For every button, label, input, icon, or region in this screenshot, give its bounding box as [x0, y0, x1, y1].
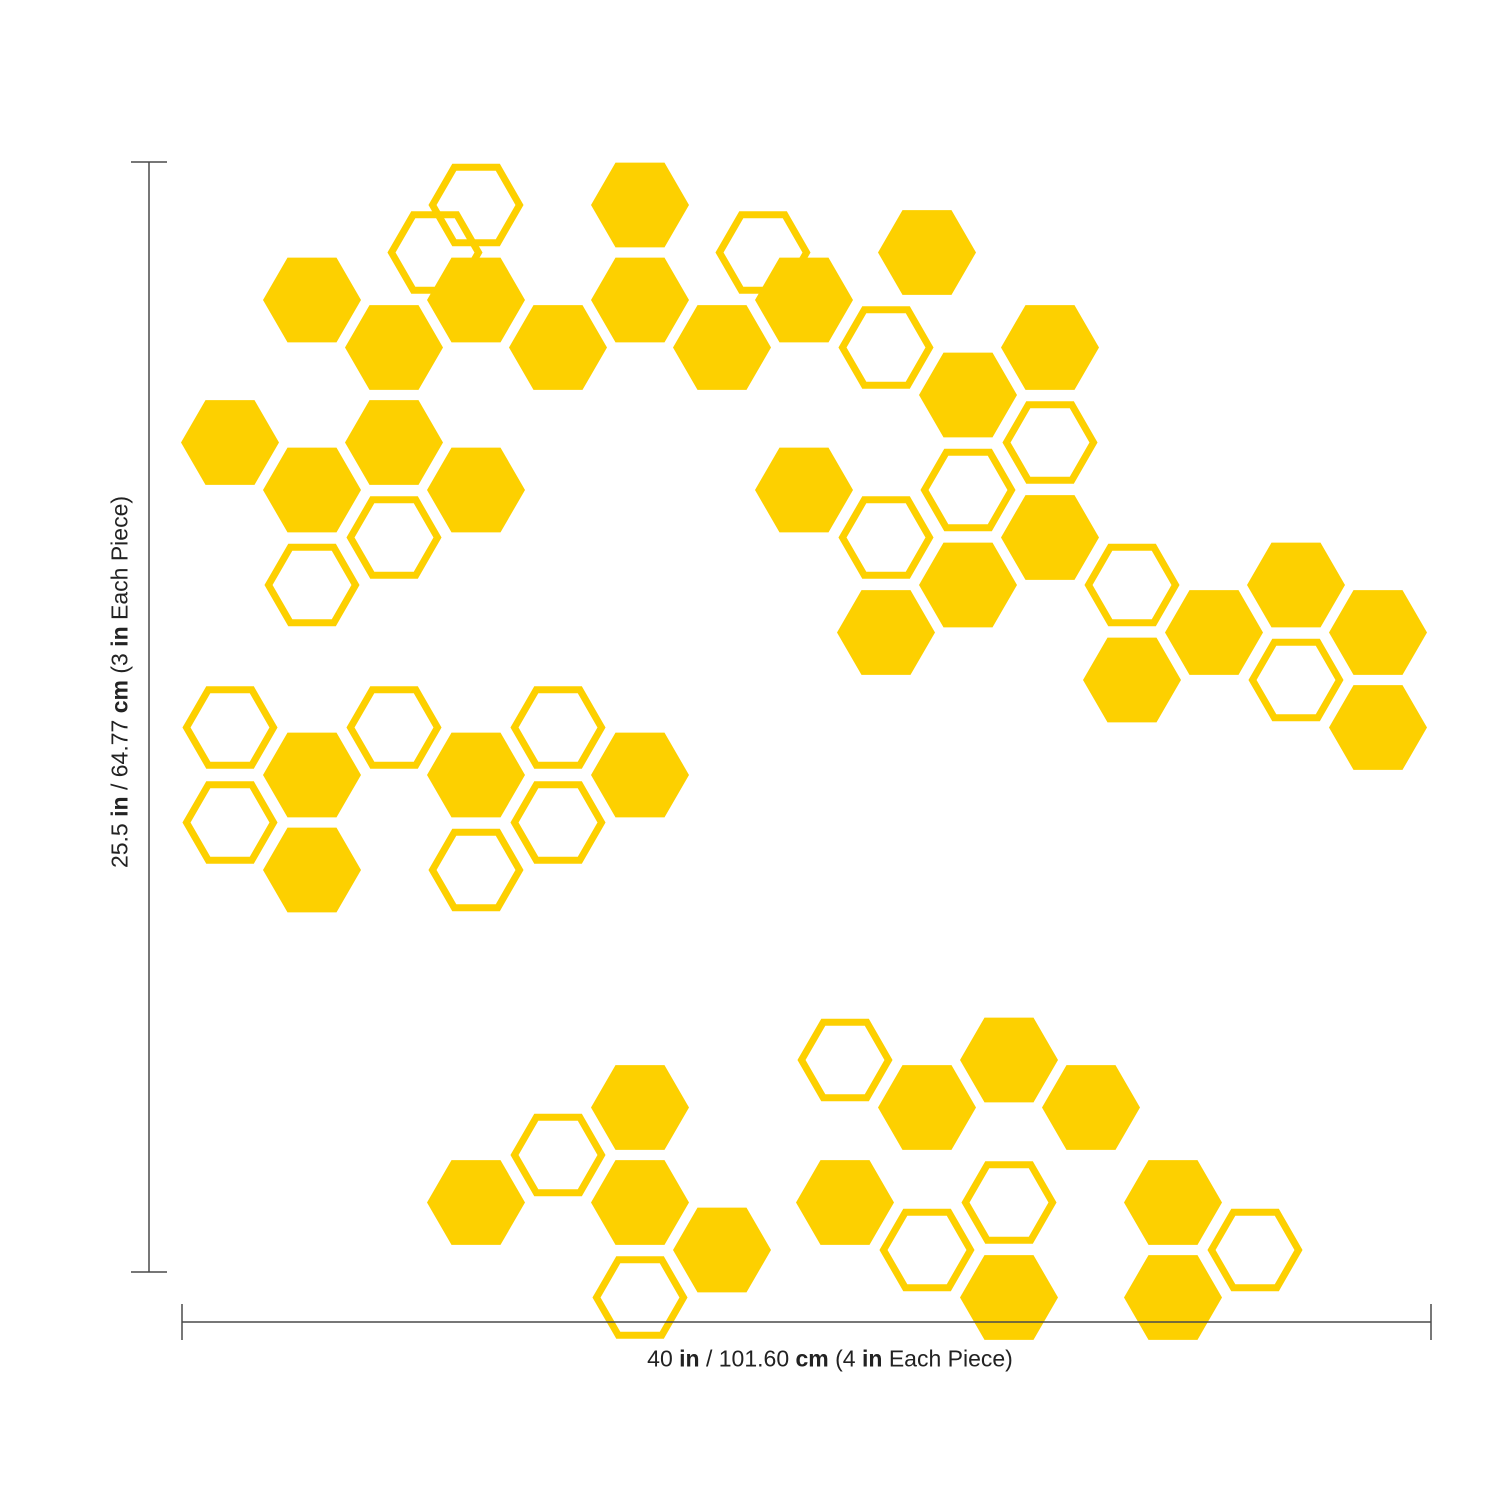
- hexagon-filled: [1124, 1255, 1222, 1340]
- height-note-unit: in: [106, 626, 133, 647]
- hexagon-outline: [346, 496, 442, 579]
- hexagon-filled: [263, 827, 361, 913]
- hexagon-filled: [427, 447, 525, 533]
- height-separator: / 64.77: [106, 713, 133, 797]
- hexagon-outline: [264, 543, 360, 627]
- height-note-close: Each Piece): [106, 495, 133, 627]
- hexagon-outline: [346, 686, 442, 769]
- height-unit-in: in: [106, 796, 133, 817]
- hexagon-outline: [879, 1208, 975, 1292]
- hexagon-outline: [1248, 638, 1344, 722]
- height-unit-cm: cm: [106, 680, 133, 714]
- hexagon-filled: [673, 1207, 771, 1293]
- height-note-open: (3: [106, 646, 133, 681]
- hexagon-filled: [755, 257, 853, 343]
- hexagon-outline: [961, 1161, 1057, 1244]
- hexagon-filled: [591, 1160, 689, 1245]
- hexagon-filled: [919, 542, 1017, 628]
- hexagon-filled: [591, 1065, 689, 1150]
- hexagon-filled: [960, 1017, 1058, 1103]
- hexagon-filled: [796, 1160, 894, 1245]
- hexagon-outline: [510, 1113, 606, 1197]
- width-unit-in: in: [679, 1345, 700, 1372]
- hexagon-filled: [263, 257, 361, 343]
- hexagon-filled: [263, 732, 361, 818]
- hexagon-outline: [182, 686, 278, 769]
- hexagon-filled: [591, 732, 689, 818]
- hexagon-filled: [591, 162, 689, 248]
- hexagon-filled: [509, 305, 607, 390]
- hexagon-outline: [428, 828, 524, 912]
- width-dimension-label: 40 in / 101.60 cm (4 in Each Piece): [647, 1346, 1013, 1373]
- hexagon-filled: [1001, 305, 1099, 390]
- hexagon-filled: [1083, 637, 1181, 723]
- height-dimension-line: [131, 161, 167, 1273]
- width-value: 40: [647, 1345, 673, 1372]
- hexagon-outline: [838, 306, 934, 389]
- hexagon-filled: [1165, 590, 1263, 675]
- hexagon-outline: [182, 781, 278, 864]
- hexagon-outline: [920, 448, 1016, 532]
- hexagon-outline: [838, 496, 934, 579]
- hexagon-filled: [427, 257, 525, 343]
- hexagon-outline: [1002, 401, 1098, 484]
- hexagon-filled: [1247, 542, 1345, 628]
- hexagon-filled: [345, 400, 443, 485]
- hexagon-filled: [673, 305, 771, 390]
- hexagon-filled: [1329, 590, 1427, 675]
- hexagon-filled: [919, 352, 1017, 438]
- hexagon-filled: [1124, 1160, 1222, 1245]
- hexagon-filled: [837, 590, 935, 675]
- hexagon-filled: [181, 400, 279, 485]
- hexagon-filled: [878, 1065, 976, 1150]
- hexagon-filled: [345, 305, 443, 390]
- height-value: 25.5: [106, 823, 133, 869]
- hexagon-filled: [263, 447, 361, 533]
- hexagon-filled: [591, 257, 689, 343]
- hexagon-filled: [427, 732, 525, 818]
- width-note-open: (4: [828, 1345, 862, 1372]
- hexagon-outline: [428, 163, 524, 247]
- width-separator: / 101.60: [699, 1345, 796, 1372]
- hexagon-outline: [592, 1256, 688, 1339]
- hexagon-filled: [755, 447, 853, 533]
- hexagon-filled: [1001, 495, 1099, 580]
- width-unit-cm: cm: [795, 1345, 829, 1372]
- height-dimension-label: 25.5 in / 64.77 cm (3 in Each Piece): [107, 496, 134, 868]
- hexagon-outline: [1084, 543, 1180, 627]
- hexagon-filled: [427, 1160, 525, 1245]
- hexagon-filled: [878, 210, 976, 295]
- width-note-close: Each Piece): [882, 1345, 1013, 1372]
- width-dimension-line: [181, 1304, 1432, 1340]
- hexagon-group: [181, 162, 1427, 1340]
- hexagon-outline: [510, 686, 606, 769]
- hexagon-outline: [510, 781, 606, 864]
- hexagon-filled: [1042, 1065, 1140, 1150]
- hexagon-filled: [1329, 685, 1427, 770]
- width-note-unit: in: [861, 1345, 883, 1372]
- hexagon-outline: [797, 1018, 893, 1102]
- hexagon-filled: [960, 1255, 1058, 1340]
- hexagon-outline: [1207, 1208, 1303, 1292]
